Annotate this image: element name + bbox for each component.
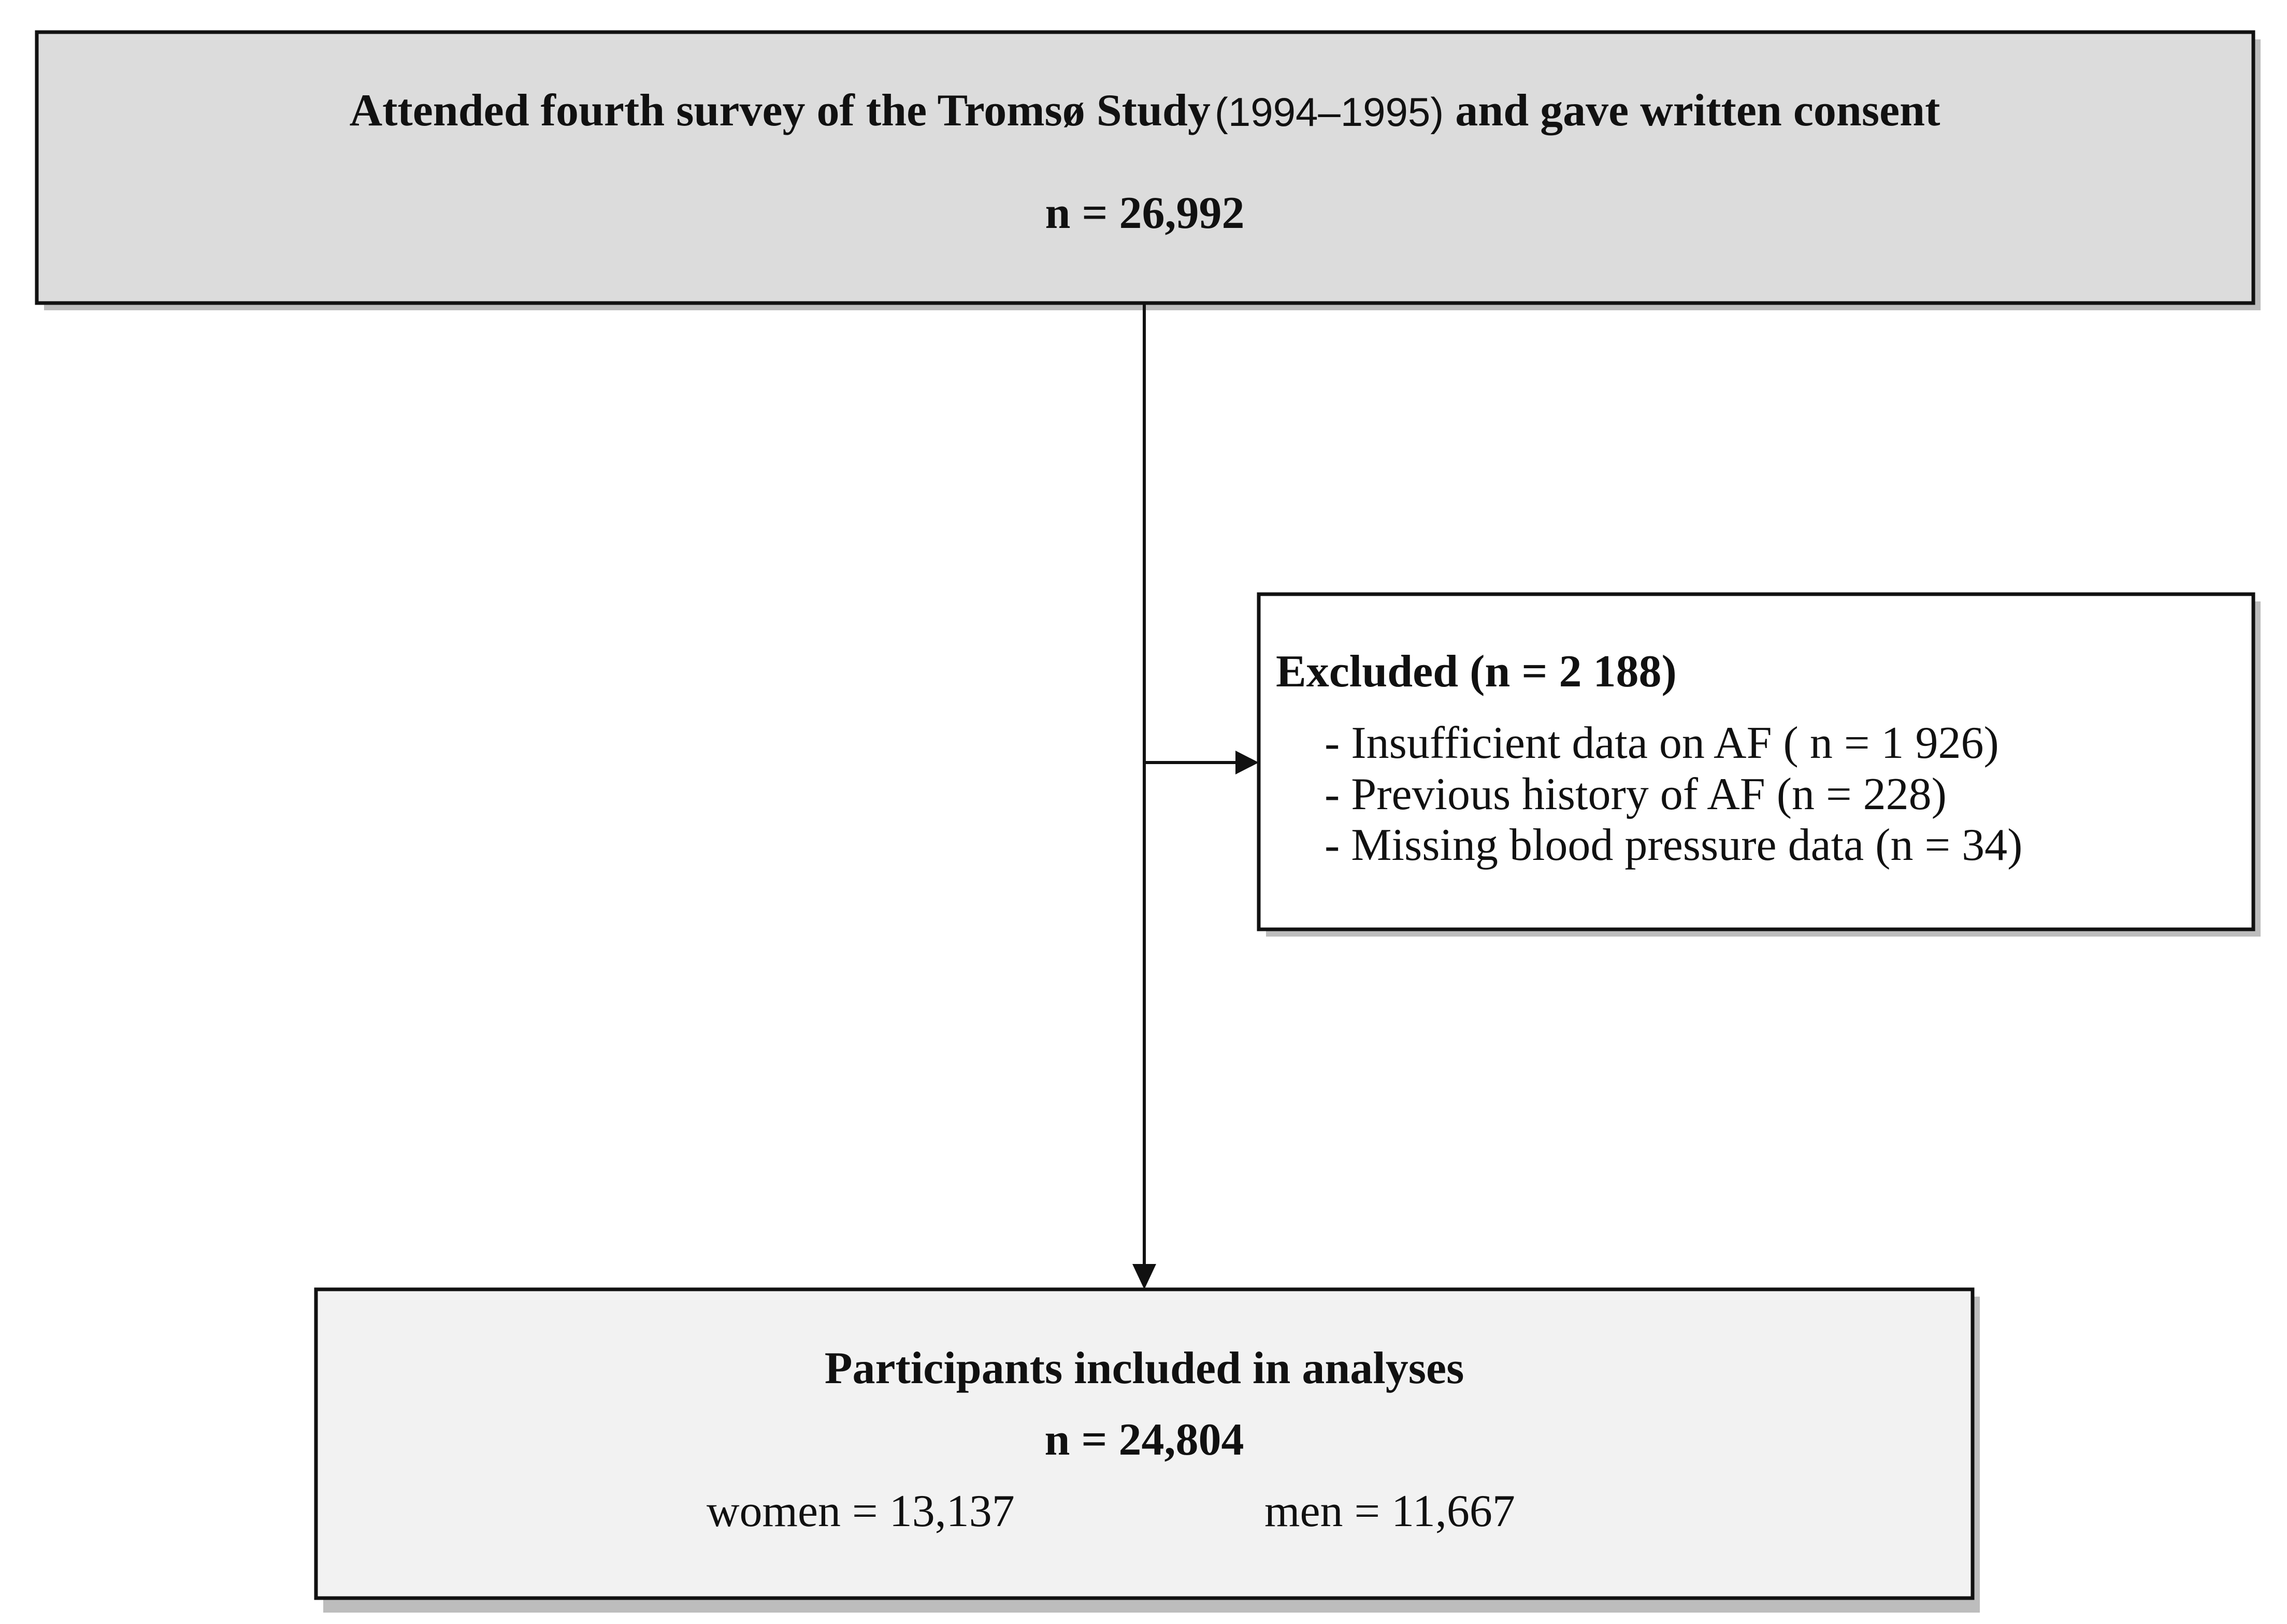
bottom-title: Participants included in analyses [825, 1343, 1464, 1393]
bottom-count: n = 24,804 [1044, 1415, 1244, 1465]
bottom-box [314, 1287, 1975, 1600]
top-box [35, 30, 2255, 305]
title-years: (1994–1995) [1215, 89, 1444, 135]
excluded-item: - Missing blood pressure data (n = 34) [1325, 820, 2022, 870]
men-count: men = 11,667 [1264, 1486, 1515, 1536]
excluded-item: - Insufficient data on AF ( n = 1 926) [1325, 718, 1999, 768]
arrowhead [1235, 751, 1259, 774]
excluded-item: - Previous history of AF (n = 228) [1325, 769, 1947, 820]
top-count: n = 26,992 [1045, 188, 1244, 238]
excluded-title: Excluded (n = 2 188) [1276, 646, 1677, 697]
women-count: women = 13,137 [707, 1486, 1015, 1536]
top-title: Attended fourth survey of the Tromsø Stu… [350, 85, 1940, 136]
title-part: and gave written consent [1455, 85, 1940, 136]
title-part: Attended fourth survey of the Tromsø Stu… [350, 85, 1211, 136]
arrowhead [1132, 1264, 1156, 1289]
excluded-box [1257, 592, 2255, 931]
